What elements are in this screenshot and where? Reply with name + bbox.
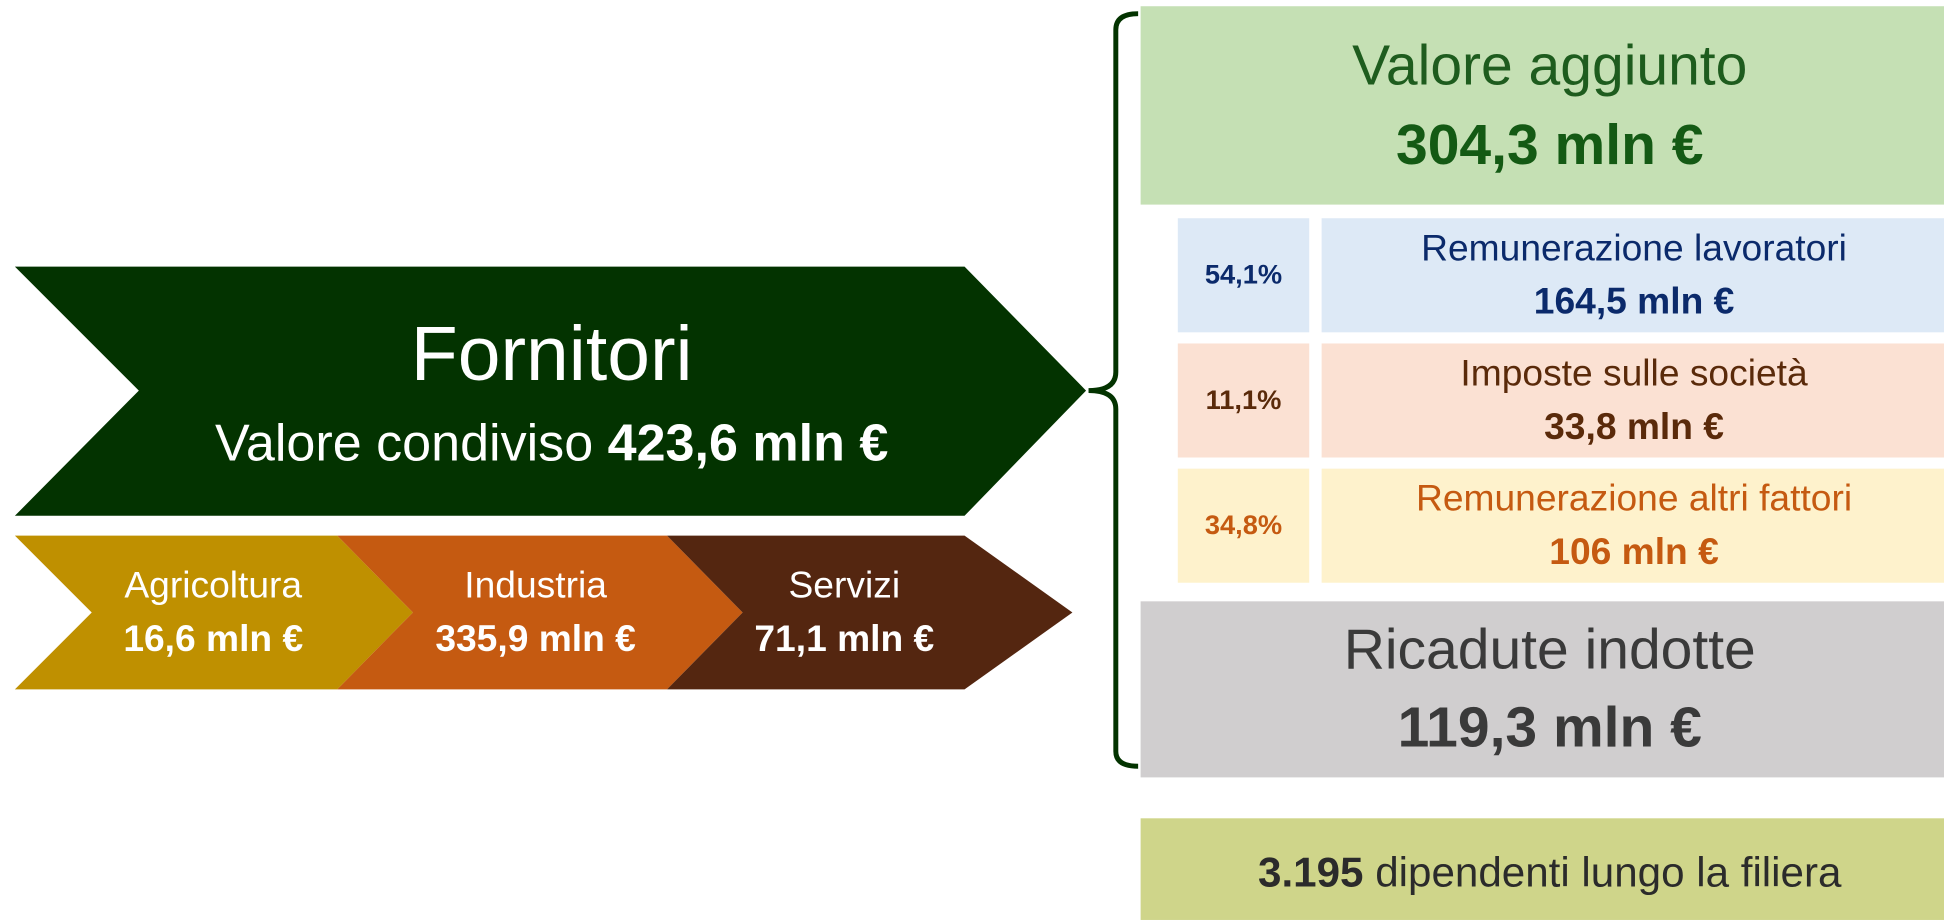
shared-value-amount: 423,6 mln €	[608, 414, 889, 472]
employees: 3.195 dipendenti lungo la filiera	[1258, 848, 1842, 895]
component-share: 11,1%	[1206, 384, 1282, 415]
sector-name: Industria	[464, 564, 607, 606]
induced-label: Ricadute indotte	[1344, 617, 1756, 681]
bracket	[1088, 11, 1139, 769]
added-value-box	[1140, 6, 1944, 205]
sector-chevron	[14, 535, 413, 690]
component-share: 34,8%	[1205, 509, 1282, 540]
employees-box	[1140, 818, 1944, 920]
share-box	[1177, 468, 1310, 583]
component-box	[1321, 218, 1944, 333]
component-box	[1321, 343, 1944, 458]
sector-value: 335,9 mln €	[435, 617, 636, 659]
shared-value-label: Valore condiviso	[215, 414, 593, 472]
added-value-label: Valore aggiunto	[1352, 34, 1747, 98]
component-label: Remunerazione altri fattori	[1416, 477, 1852, 519]
sector-name: Agricoltura	[124, 564, 302, 606]
component-value: 106 mln €	[1549, 530, 1719, 572]
sector-name: Servizi	[789, 564, 901, 606]
suppliers-arrow	[14, 266, 1087, 516]
sector-value: 16,6 mln €	[123, 617, 303, 659]
component-share: 54,1%	[1205, 259, 1282, 290]
employees-text: dipendenti lungo la filiera	[1375, 848, 1842, 895]
suppliers-title: Fornitori	[411, 311, 693, 397]
induced-amount: 119,3 mln €	[1398, 696, 1702, 760]
component-label: Remunerazione lavoratori	[1421, 226, 1847, 268]
component-value: 164,5 mln €	[1534, 280, 1735, 322]
added-value-amount: 304,3 mln €	[1396, 113, 1703, 177]
share-box	[1177, 343, 1310, 458]
sector-chevron	[667, 535, 1073, 690]
shared-value: Valore condiviso 423,6 mln €	[215, 414, 888, 472]
induced-box	[1140, 601, 1944, 778]
share-box	[1177, 218, 1310, 333]
sector-chevron	[337, 535, 743, 690]
component-value: 33,8 mln €	[1544, 405, 1724, 447]
component-box	[1321, 468, 1944, 583]
component-label: Imposte sulle società	[1460, 352, 1808, 394]
sector-value: 71,1 mln €	[754, 617, 934, 659]
employees-number: 3.195	[1258, 848, 1363, 895]
